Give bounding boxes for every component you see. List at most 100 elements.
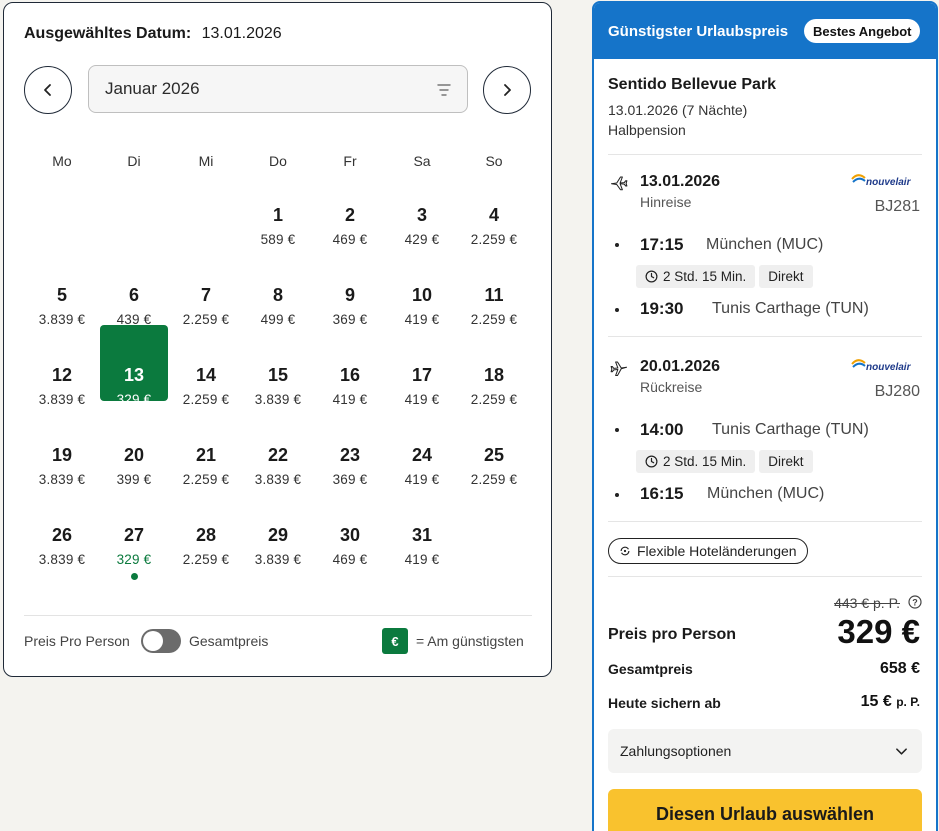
day-price: 2.259 € (470, 232, 518, 247)
duration-chip: 2 Std. 15 Min. (636, 450, 756, 473)
calendar-day[interactable]: 23 369 € (314, 431, 386, 511)
outbound-flight-details: 2 Std. 15 Min. Direkt (636, 265, 813, 288)
calendar-day[interactable]: 28 2.259 € (170, 511, 242, 591)
timeline-dot (615, 493, 619, 497)
calendar-day[interactable]: 27 329 € (98, 511, 170, 591)
plane-departure-icon (610, 176, 628, 191)
calendar-day[interactable]: 18 2.259 € (458, 351, 530, 431)
deposit-unit: p. P. (896, 695, 920, 709)
day-number: 26 (51, 525, 73, 545)
offer-header: Günstigster Urlaubspreis Bestes Angebot (594, 3, 936, 59)
outbound-departure-city: München (MUC) (706, 236, 824, 253)
day-number: 31 (411, 525, 433, 545)
calendar-day[interactable]: 1 589 € (242, 191, 314, 271)
payment-options-label: Zahlungsoptionen (620, 743, 732, 759)
total-price-label: Gesamtpreis (189, 633, 269, 649)
calendar-day[interactable]: 16 419 € (314, 351, 386, 431)
day-number: 6 (128, 285, 139, 305)
per-person-label: Preis Pro Person (24, 633, 130, 649)
divider (608, 154, 922, 155)
day-price: 2.259 € (182, 392, 230, 407)
calendar-day[interactable]: 11 2.259 € (458, 271, 530, 351)
timeline-dot (615, 243, 619, 247)
day-number: 27 (123, 525, 145, 545)
deposit-amount: 15 € (860, 693, 892, 710)
return-flight-details: 2 Std. 15 Min. Direkt (636, 450, 813, 473)
day-price: 589 € (260, 232, 296, 247)
day-number: 3 (416, 205, 427, 225)
calendar-day[interactable]: 24 419 € (386, 431, 458, 511)
calendar-day[interactable]: 2 469 € (314, 191, 386, 271)
day-price: 419 € (404, 552, 440, 567)
select-vacation-button[interactable]: Diesen Urlaub auswählen (608, 789, 922, 831)
day-number: 20 (123, 445, 145, 465)
price-mode-toggle[interactable] (141, 629, 181, 653)
day-number: 10 (411, 285, 433, 305)
day-price: 3.839 € (38, 552, 86, 567)
calendar-day[interactable]: 14 2.259 € (170, 351, 242, 431)
calendar-day[interactable]: 20 399 € (98, 431, 170, 511)
previous-month-button[interactable] (24, 66, 72, 114)
day-number: 30 (339, 525, 361, 545)
calendar-day[interactable]: 12 3.839 € (26, 351, 98, 431)
calendar-day-selected[interactable]: 13 329 € (98, 325, 170, 431)
calendar-day[interactable]: 4 2.259 € (458, 191, 530, 271)
calendar-day[interactable]: 31 419 € (386, 511, 458, 591)
next-month-button[interactable] (483, 66, 531, 114)
outbound-departure-time: 17:15 (640, 235, 684, 254)
svg-text:nouvelair: nouvelair (866, 177, 912, 188)
refresh-icon (620, 546, 630, 556)
day-number: 29 (267, 525, 289, 545)
day-price: 3.839 € (38, 392, 86, 407)
calendar-day[interactable]: 19 3.839 € (26, 431, 98, 511)
info-icon[interactable]: ? (908, 595, 922, 609)
outbound-flight: 13.01.2026 Hinreise nouvelair BJ281 17:1… (594, 168, 936, 328)
day-price: 3.839 € (38, 472, 86, 487)
day-number: 14 (195, 365, 217, 385)
divider (608, 521, 922, 522)
calendar-day[interactable]: 25 2.259 € (458, 431, 530, 511)
day-price: 419 € (404, 312, 440, 327)
month-select[interactable]: Januar 2026 (88, 65, 468, 113)
price-per-person-value: 329 € (837, 613, 920, 650)
return-direction: Rückreise (640, 379, 703, 395)
return-flight-number: BJ280 (874, 383, 920, 400)
euro-badge-icon: € (382, 628, 408, 654)
calendar-day[interactable]: 29 3.839 € (242, 511, 314, 591)
selected-day-highlight (100, 325, 168, 401)
duration-chip: 2 Std. 15 Min. (636, 265, 756, 288)
calendar-day[interactable]: 5 3.839 € (26, 271, 98, 351)
calendar-day[interactable]: 8 499 € (242, 271, 314, 351)
stops-chip: Direkt (759, 450, 813, 473)
weekday-label: Sa (413, 153, 431, 169)
calendar-day[interactable]: 21 2.259 € (170, 431, 242, 511)
calendar-day[interactable]: 17 419 € (386, 351, 458, 431)
return-flight: 20.01.2026 Rückreise nouvelair BJ280 14:… (594, 353, 936, 513)
calendar-day[interactable]: 22 3.839 € (242, 431, 314, 511)
clock-icon (645, 455, 658, 468)
day-price: 3.839 € (254, 472, 302, 487)
travel-dates: 13.01.2026 (7 Nächte) (608, 102, 748, 118)
weekday-label: Do (269, 153, 287, 169)
day-price: 499 € (260, 312, 296, 327)
cheapest-indicator-dot (130, 573, 138, 580)
return-date: 20.01.2026 (640, 358, 721, 375)
calendar-day[interactable]: 15 3.839 € (242, 351, 314, 431)
deposit-label: Heute sichern ab (608, 695, 721, 711)
price-per-person-label: Preis pro Person (608, 626, 737, 643)
outbound-arrival-city: Tunis Carthage (TUN) (712, 300, 869, 317)
day-number: 16 (339, 365, 361, 385)
calendar-day[interactable]: 3 429 € (386, 191, 458, 271)
calendar-day[interactable]: 7 2.259 € (170, 271, 242, 351)
calendar-day[interactable]: 9 369 € (314, 271, 386, 351)
flexible-hotel-changes-label: Flexible Hoteländerungen (637, 543, 797, 559)
offer-card: Günstigster Urlaubspreis Bestes Angebot … (592, 1, 938, 831)
flexible-hotel-changes-button[interactable]: Flexible Hoteländerungen (608, 538, 808, 564)
day-price: 3.839 € (254, 392, 302, 407)
day-price: 2.259 € (470, 392, 518, 407)
payment-options-dropdown[interactable]: Zahlungsoptionen (608, 729, 922, 773)
calendar-day[interactable]: 26 3.839 € (26, 511, 98, 591)
calendar-day[interactable]: 6 439 € (98, 271, 170, 351)
calendar-day[interactable]: 30 469 € (314, 511, 386, 591)
calendar-day[interactable]: 10 419 € (386, 271, 458, 351)
